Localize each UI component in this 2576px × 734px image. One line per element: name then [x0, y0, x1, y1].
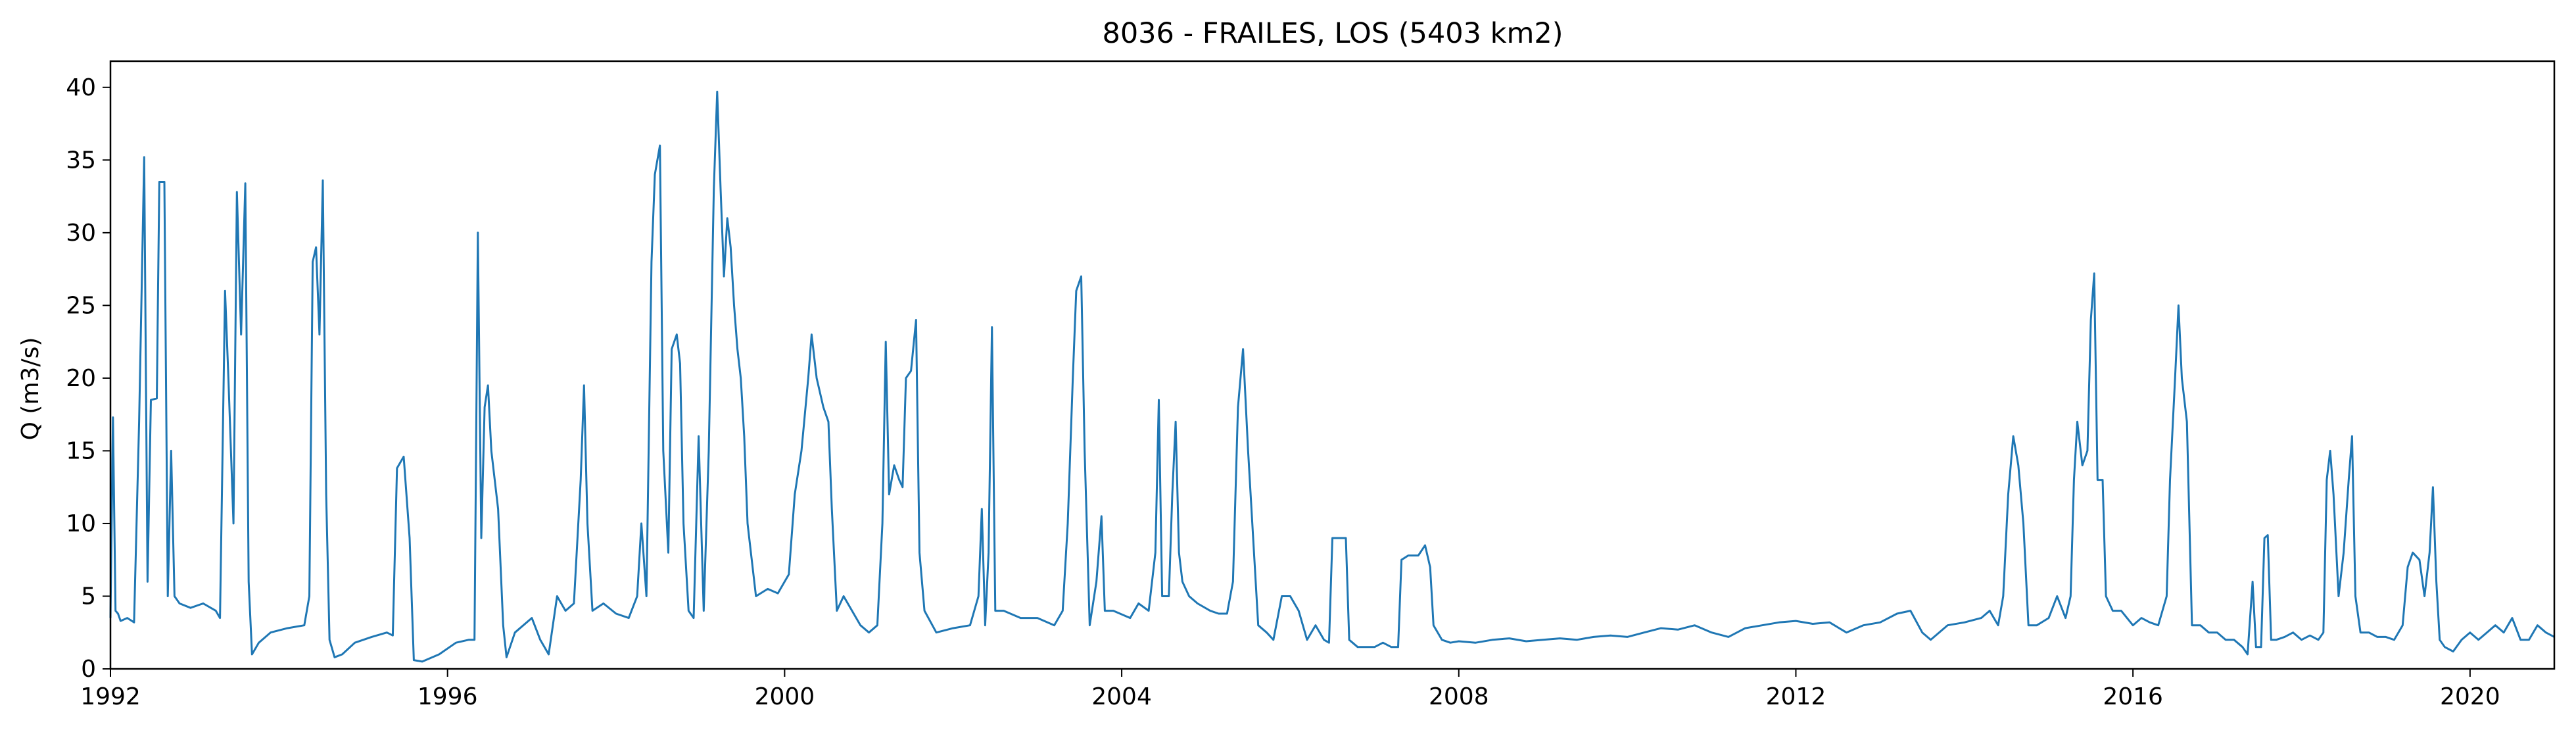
x-tick-label: 2004: [1091, 683, 1152, 710]
y-axis-label: Q (m3/s): [17, 337, 44, 441]
x-tick-label: 1996: [417, 683, 478, 710]
chart-title: 8036 - FRAILES, LOS (5403 km2): [1102, 17, 1563, 50]
x-tick-label: 2008: [1429, 683, 1489, 710]
y-tick-label: 0: [81, 656, 96, 683]
x-tick-label: 2012: [1766, 683, 1826, 710]
y-tick-label: 5: [81, 583, 96, 610]
x-tick-label: 2020: [2440, 683, 2500, 710]
y-tick-label: 20: [66, 365, 96, 392]
y-axis-ticks: 0 5 10 15 20 25 30 35 40: [66, 74, 110, 683]
x-tick-label: 2000: [755, 683, 815, 710]
y-tick-label: 40: [66, 74, 96, 101]
y-tick-label: 10: [66, 510, 96, 537]
y-tick-label: 35: [66, 147, 96, 174]
x-tick-label: 1992: [80, 683, 141, 710]
y-tick-label: 30: [66, 220, 96, 247]
plot-area-frame: [109, 60, 2556, 670]
y-tick-label: 15: [66, 437, 96, 464]
x-tick-label: 2016: [2103, 683, 2163, 710]
discharge-series-line: [109, 90, 2555, 663]
x-axis-ticks: 1992 1996 2000 2004 2008 2012 2016 2020: [80, 669, 2500, 710]
y-tick-label: 25: [66, 292, 96, 319]
